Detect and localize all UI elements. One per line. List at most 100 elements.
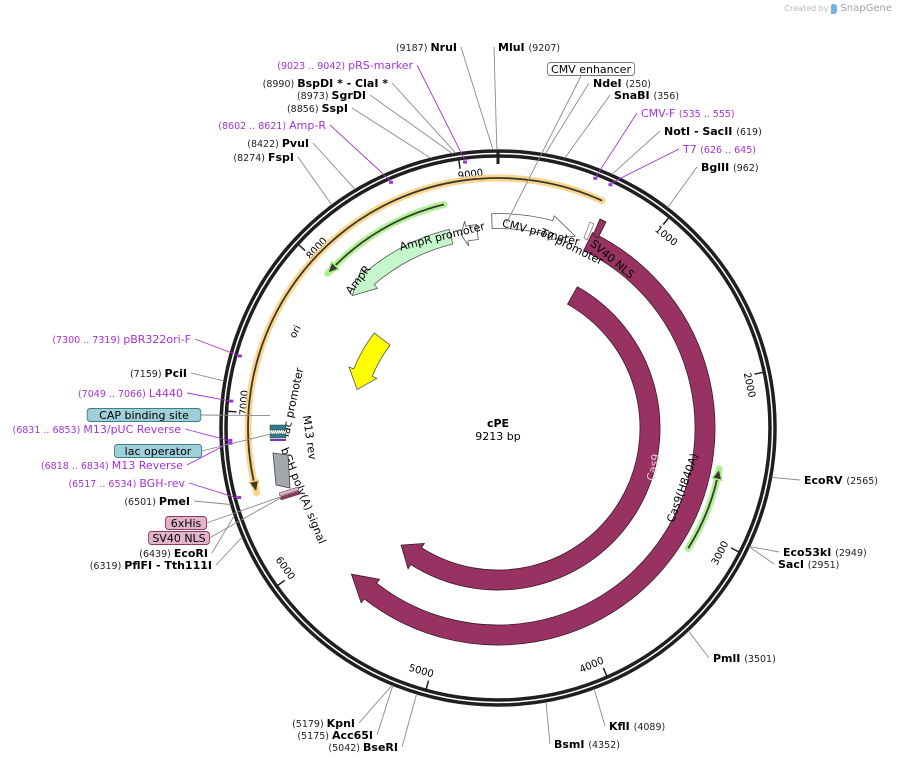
enzyme-site-nrui[interactable]: (9187) NruI: [396, 41, 457, 54]
lac-cluster-icon: [269, 424, 287, 441]
enzyme-site-bspdi[interactable]: (8990) BspDI * - ClaI *: [263, 77, 389, 90]
enzyme-site-ndei[interactable]: NdeI (250): [593, 77, 651, 90]
small-features: [269, 218, 607, 501]
leader-line: [369, 94, 453, 155]
primer-prs-marker[interactable]: (9023 .. 9042) pRS-marker: [277, 59, 413, 72]
plasmid-name: cPE: [487, 417, 509, 430]
leader-line: [667, 166, 698, 208]
primer-pbr322ori-f[interactable]: (7300 .. 7319) pBR322ori-F: [52, 333, 191, 346]
svg-text:SV40 NLS: SV40 NLS: [152, 532, 205, 545]
tick-mark: [730, 547, 741, 554]
feature-cmv-promoter[interactable]: [491, 213, 577, 241]
primer-marker-icon: [229, 399, 234, 403]
enzyme-site-sspi[interactable]: (8856) SspI: [287, 102, 348, 115]
tick-mark: [226, 410, 237, 413]
sv40-nls-cap-icon: [592, 218, 607, 239]
enzyme-site-kpni[interactable]: (5179) KpnI: [292, 717, 355, 730]
snapgene-logo-icon: [831, 3, 838, 14]
primer-marker-icon: [463, 160, 468, 164]
enzyme-site-pflfi[interactable]: (6319) PflFI - Tth111I: [90, 559, 212, 572]
primer-t7[interactable]: T7 (626 .. 645): [682, 143, 756, 156]
leader-line: [593, 688, 606, 727]
enzyme-site-pmli[interactable]: PmlI (3501): [713, 652, 776, 665]
enzyme-site-mlui[interactable]: MluI (9207): [498, 41, 560, 54]
primer-m13-reverse[interactable]: (6818 .. 6834) M13 Reverse: [41, 459, 183, 472]
tick-mark: [662, 216, 671, 226]
t7-promoter-icon: [583, 221, 595, 241]
enzyme-site-pmei[interactable]: (6501) PmeI: [124, 495, 190, 508]
enzyme-site-snabi[interactable]: SnaBI (356): [614, 89, 679, 102]
primer-bgh-rev[interactable]: (6517 .. 6534) BGH-rev: [68, 477, 185, 490]
primer-marker-icon: [608, 183, 613, 187]
leader-line: [206, 496, 281, 524]
feature-cas9-h840a-[interactable]: [350, 232, 716, 646]
tick-mark: [297, 243, 306, 252]
enzyme-site-sgrdi[interactable]: (8973) SgrDI: [297, 89, 366, 102]
leader-line: [211, 515, 235, 554]
orf-arrowhead-icon: [326, 260, 341, 275]
leader-line: [184, 428, 229, 441]
feature-label-sv40-nls[interactable]: SV40 NLS: [148, 531, 210, 546]
leader-line: [186, 392, 230, 402]
leader-line: [505, 75, 582, 224]
plasmid-size: 9213 bp: [475, 430, 520, 443]
leader-line: [201, 433, 271, 452]
bgh-polya-icon: [272, 452, 291, 489]
feature-cas9[interactable]: [400, 286, 661, 591]
enzyme-site-bglii[interactable]: BglII (962): [701, 161, 759, 174]
leader-line: [376, 685, 394, 736]
enzyme-site-ecori[interactable]: (6439) EcoRI: [139, 547, 208, 560]
leader-line: [358, 684, 393, 724]
leader-line: [329, 124, 391, 181]
primer-cmv-f[interactable]: CMV-F (535 .. 555): [641, 107, 735, 120]
tick-label: 1000: [652, 224, 679, 249]
leader-line: [312, 142, 356, 190]
tick-mark: [754, 371, 765, 375]
enzyme-site-bseri[interactable]: (5042) BseRI: [328, 741, 398, 754]
enzyme-site-ecorv[interactable]: EcoRV (2565): [804, 474, 878, 487]
primer-amp-r[interactable]: (8602 .. 8621) Amp-R: [218, 119, 326, 132]
tick-label: 5000: [407, 663, 434, 680]
primer-l4440[interactable]: (7049 .. 7066) L4440: [78, 387, 183, 400]
leader-line: [209, 497, 282, 539]
svg-text:CMV enhancer: CMV enhancer: [551, 63, 631, 76]
enzyme-site-saci[interactable]: SacI (2951): [778, 558, 839, 571]
feature-ampr[interactable]: [351, 228, 454, 297]
primer-marker-icon: [228, 441, 233, 445]
plasmid-center-label: cPE 9213 bp: [475, 417, 520, 443]
tick-label: 3000: [710, 539, 731, 567]
leader-line: [545, 701, 551, 745]
leader-line: [416, 64, 466, 161]
leader-line: [391, 82, 457, 154]
enzyme-site-bsmi[interactable]: BsmI (4352): [554, 738, 620, 751]
feature-label-cmv-enhancer[interactable]: CMV enhancer: [546, 62, 636, 77]
enzyme-site-pcii[interactable]: (7159) PciI: [130, 367, 187, 380]
label-m13-rev: M13 rev: [300, 415, 319, 461]
feature-ori[interactable]: [348, 332, 391, 391]
orf-line: [247, 177, 603, 494]
enzyme-site-fspi[interactable]: (8274) FspI: [233, 151, 294, 164]
enzyme-site-kfli[interactable]: KflI (4089): [609, 720, 665, 733]
tick-label: 6000: [273, 555, 297, 582]
enzyme-site-noti[interactable]: NotI - SacII (619): [664, 125, 762, 138]
leader-line: [611, 148, 680, 184]
credit-prefix: Created by: [784, 4, 829, 13]
enzyme-site-acc65i[interactable]: (5175) Acc65I: [297, 729, 373, 742]
feature-label-6xhis[interactable]: 6xHis: [165, 516, 207, 531]
primer-m13-puc-reverse[interactable]: (6831 .. 6853) M13/pUC Reverse: [13, 423, 182, 436]
leader-line: [749, 546, 775, 565]
feature-ampr-promoter[interactable]: [460, 221, 479, 247]
enzyme-site-eco53ki[interactable]: Eco53kI (2949): [783, 546, 867, 559]
feature-label-lac-operator[interactable]: lac operator: [113, 444, 203, 459]
leader-line: [215, 536, 243, 566]
tick-mark: [457, 158, 461, 169]
feature-label-cap-binding-site[interactable]: CAP binding site: [86, 408, 202, 423]
label-ori: ori: [288, 323, 304, 340]
leader-line: [194, 338, 239, 356]
label-cas9: Cas9: [644, 453, 662, 482]
enzyme-site-pvui[interactable]: (8422) PvuI: [247, 137, 309, 150]
orf-arrowhead-icon: [710, 466, 723, 482]
label-leader-lines: [184, 46, 801, 748]
leader-line: [401, 693, 418, 748]
svg-text:CAP binding site: CAP binding site: [99, 409, 189, 422]
